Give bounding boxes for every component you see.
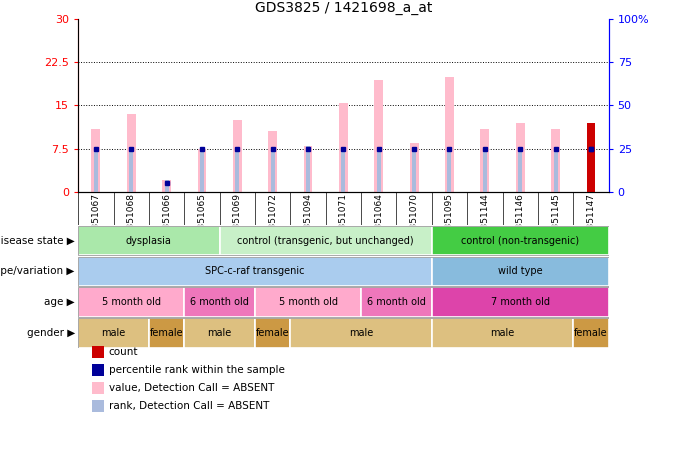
Bar <box>361 287 432 317</box>
Text: GSM351072: GSM351072 <box>268 193 277 248</box>
Text: rank, Detection Call = ABSENT: rank, Detection Call = ABSENT <box>109 401 269 411</box>
Bar <box>91 128 101 192</box>
Bar <box>551 128 560 192</box>
Bar <box>235 149 239 192</box>
Bar <box>255 318 290 348</box>
Text: female: female <box>150 328 184 338</box>
Bar <box>589 149 593 192</box>
Text: male: male <box>349 328 373 338</box>
Text: 6 month old: 6 month old <box>367 297 426 307</box>
Text: GSM351095: GSM351095 <box>445 193 454 248</box>
Text: control (transgenic, but unchanged): control (transgenic, but unchanged) <box>237 236 414 246</box>
Bar <box>554 149 558 192</box>
Text: GSM351147: GSM351147 <box>586 193 596 248</box>
Bar <box>518 149 522 192</box>
Text: 5 month old: 5 month old <box>102 297 160 307</box>
Bar <box>515 123 525 192</box>
Bar <box>162 181 171 192</box>
Text: dysplasia: dysplasia <box>126 236 172 246</box>
Bar <box>432 318 573 348</box>
Bar <box>447 149 452 192</box>
Text: GSM351094: GSM351094 <box>303 193 313 248</box>
Text: GSM351067: GSM351067 <box>91 193 101 248</box>
Bar <box>78 226 220 255</box>
Bar <box>483 149 487 192</box>
Text: GSM351144: GSM351144 <box>480 193 490 248</box>
Bar <box>233 120 242 192</box>
Bar <box>432 256 609 286</box>
Bar <box>255 287 361 317</box>
Bar <box>126 114 135 192</box>
Title: GDS3825 / 1421698_a_at: GDS3825 / 1421698_a_at <box>255 1 432 15</box>
Text: value, Detection Call = ABSENT: value, Detection Call = ABSENT <box>109 383 274 393</box>
Text: GSM351065: GSM351065 <box>197 193 207 248</box>
Text: female: female <box>574 328 608 338</box>
Bar <box>586 123 595 192</box>
Text: GSM351070: GSM351070 <box>409 193 419 248</box>
Text: age ▶: age ▶ <box>44 297 75 307</box>
Text: genotype/variation ▶: genotype/variation ▶ <box>0 266 75 276</box>
Bar <box>149 318 184 348</box>
Text: percentile rank within the sample: percentile rank within the sample <box>109 365 285 375</box>
Bar <box>200 149 204 192</box>
Bar <box>586 123 595 192</box>
Bar <box>409 143 418 192</box>
Text: GSM351066: GSM351066 <box>162 193 171 248</box>
Bar <box>341 149 345 192</box>
Bar <box>197 149 206 192</box>
Bar <box>290 318 432 348</box>
Text: 7 month old: 7 month old <box>491 297 549 307</box>
Bar <box>445 77 454 192</box>
Text: count: count <box>109 347 138 357</box>
Text: GSM351071: GSM351071 <box>339 193 348 248</box>
Bar <box>129 149 133 192</box>
Text: male: male <box>101 328 126 338</box>
Text: wild type: wild type <box>498 266 543 276</box>
Text: 6 month old: 6 month old <box>190 297 249 307</box>
Bar <box>573 318 609 348</box>
Bar <box>78 318 149 348</box>
Bar <box>306 146 310 192</box>
Bar <box>268 131 277 192</box>
Text: GSM351146: GSM351146 <box>515 193 525 248</box>
Bar <box>184 287 255 317</box>
Bar <box>271 149 275 192</box>
Bar <box>94 149 98 192</box>
Bar <box>412 149 416 192</box>
Text: male: male <box>490 328 515 338</box>
Text: female: female <box>256 328 290 338</box>
Text: SPC-c-raf transgenic: SPC-c-raf transgenic <box>205 266 305 276</box>
Bar <box>339 102 347 192</box>
Text: GSM351069: GSM351069 <box>233 193 242 248</box>
Bar <box>432 226 609 255</box>
Text: 5 month old: 5 month old <box>279 297 337 307</box>
Bar <box>432 287 609 317</box>
Text: GSM351145: GSM351145 <box>551 193 560 248</box>
Text: disease state ▶: disease state ▶ <box>0 236 75 246</box>
Text: gender ▶: gender ▶ <box>27 328 75 338</box>
Text: GSM351064: GSM351064 <box>374 193 384 248</box>
Bar <box>377 149 381 192</box>
Text: GSM351068: GSM351068 <box>126 193 136 248</box>
Bar <box>374 80 383 192</box>
Bar <box>165 181 169 192</box>
Text: male: male <box>207 328 232 338</box>
Bar <box>78 287 184 317</box>
Bar <box>303 146 312 192</box>
Bar <box>78 256 432 286</box>
Bar <box>184 318 255 348</box>
Bar <box>220 226 432 255</box>
Bar <box>480 128 489 192</box>
Text: control (non-transgenic): control (non-transgenic) <box>461 236 579 246</box>
